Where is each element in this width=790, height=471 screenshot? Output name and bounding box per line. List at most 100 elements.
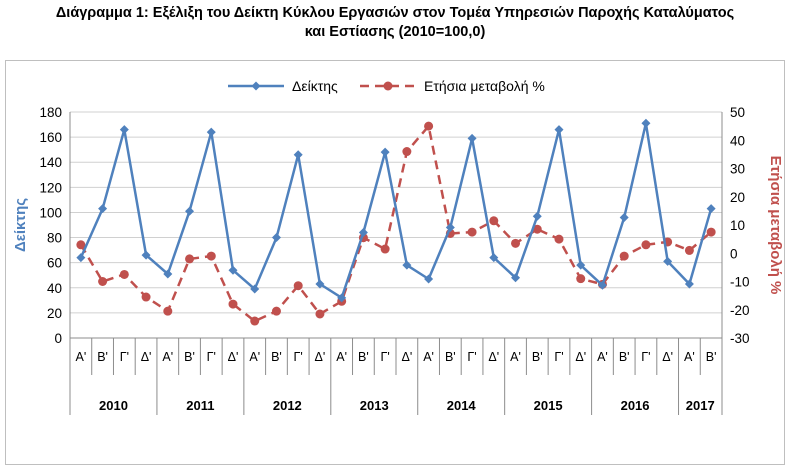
y2-tick-label: 10 [730, 218, 745, 233]
data-point-change [206, 251, 216, 261]
data-point-index [98, 204, 108, 214]
data-point-change [119, 269, 129, 279]
year-label: 2015 [534, 398, 563, 413]
x-tick-label: Δ' [488, 350, 499, 364]
x-tick-label: Γ' [380, 350, 389, 364]
data-point-change [250, 316, 260, 326]
gridlines [70, 111, 722, 339]
x-tick-label: Γ' [554, 350, 563, 364]
axes: 0 20 40 60 80 100 120 140 160 180 -30 -20 -10 0 10 20 30… [12, 105, 784, 415]
data-point-change [76, 240, 86, 250]
x-tick-label: Β' [532, 350, 543, 364]
data-point-index [467, 133, 477, 143]
data-point-change [424, 121, 434, 131]
y2-tick-label: -10 [730, 275, 750, 290]
data-point-change [554, 234, 564, 244]
chart-title-line2: και Εστίασης (2010=100,0) [304, 24, 486, 40]
y-tick-label: 100 [39, 205, 62, 220]
year-label: 2010 [99, 398, 128, 413]
chart-frame [5, 60, 785, 465]
data-point-change [532, 224, 542, 234]
data-point-index [597, 280, 607, 290]
data-point-change [489, 216, 499, 226]
data-point-index [228, 265, 238, 275]
data-point-change [293, 281, 303, 291]
y-tick-label: 80 [47, 231, 62, 246]
y-tick-label: 180 [39, 105, 62, 120]
x-tick-label: Β' [619, 350, 630, 364]
year-label: 2013 [360, 398, 389, 413]
data-point-index [206, 127, 216, 137]
data-point-index [315, 279, 325, 289]
data-point-change [684, 245, 694, 255]
data-point-change [163, 306, 173, 316]
data-point-change [511, 238, 521, 248]
legend-marker-change [383, 81, 393, 91]
x-tick-label: Γ' [207, 350, 216, 364]
legend-marker-index [251, 81, 261, 91]
x-tick-label: Γ' [120, 350, 129, 364]
data-point-index [250, 284, 260, 294]
x-tick-label: Δ' [575, 350, 586, 364]
data-point-change [641, 240, 651, 250]
x-tick-label: Α' [75, 350, 86, 364]
y-tick-label: 20 [47, 306, 62, 321]
data-point-change [228, 299, 238, 309]
series-layer [76, 118, 716, 326]
y-tick-label: 40 [47, 281, 62, 296]
y-tick-label: 0 [54, 331, 62, 346]
data-point-index [185, 206, 195, 216]
y2-tick-label: 0 [730, 246, 738, 261]
x-tick-label: Δ' [228, 350, 239, 364]
y-tick-label: 120 [39, 180, 62, 195]
data-point-index [141, 250, 151, 260]
data-point-change [185, 254, 195, 264]
x-tick-label: Α' [336, 350, 347, 364]
y2-tick-label: -20 [730, 303, 750, 318]
data-point-index [402, 260, 412, 270]
data-point-index [489, 253, 499, 263]
legend-label-change: Ετήσια μεταβολή % [424, 78, 545, 94]
data-point-change [98, 277, 108, 286]
data-point-index [445, 223, 455, 233]
series-line-change [79, 124, 712, 323]
data-point-index [554, 125, 564, 135]
data-point-change [576, 274, 586, 284]
y-axis-title: Δείκτης [12, 198, 29, 252]
x-tick-label: Δ' [315, 350, 326, 364]
x-tick-label: Α' [162, 350, 173, 364]
data-point-index [380, 147, 390, 157]
x-tick-label: Δ' [662, 350, 673, 364]
data-point-index [511, 273, 521, 283]
x-tick-label: Γ' [294, 350, 303, 364]
y-tick-label: 140 [39, 155, 62, 170]
x-tick-label: Β' [706, 350, 717, 364]
x-tick-label: Α' [597, 350, 608, 364]
data-point-index [163, 269, 173, 279]
y2-tick-label: 30 [730, 162, 745, 177]
x-tick-label: Γ' [641, 350, 650, 364]
data-point-change [706, 227, 716, 237]
y2-tick-label: 20 [730, 190, 745, 205]
data-point-index [337, 293, 347, 303]
x-tick-label: Α' [684, 350, 695, 364]
year-label: 2012 [273, 398, 302, 413]
data-point-index [576, 260, 586, 270]
legend: Δείκτης Ετήσια μεταβολή % [228, 78, 545, 94]
data-point-index [663, 256, 673, 266]
x-tick-label: Γ' [467, 350, 476, 364]
y-tick-label: 160 [39, 130, 62, 145]
data-point-index [641, 118, 651, 128]
x-tick-label: Α' [249, 350, 260, 364]
data-point-change [315, 309, 325, 319]
data-point-index [119, 125, 129, 135]
data-point-change [141, 292, 151, 302]
data-point-change [271, 306, 281, 316]
x-tick-label: Β' [358, 350, 369, 364]
x-tick-label: Β' [445, 350, 456, 364]
x-tick-label: Β' [184, 350, 195, 364]
chart-title: Διάγραμμα 1: Εξέλιξη του Δείκτη Κύκλου Ε… [0, 4, 790, 42]
x-tick-label: Α' [510, 350, 521, 364]
y2-tick-label: -30 [730, 331, 750, 346]
